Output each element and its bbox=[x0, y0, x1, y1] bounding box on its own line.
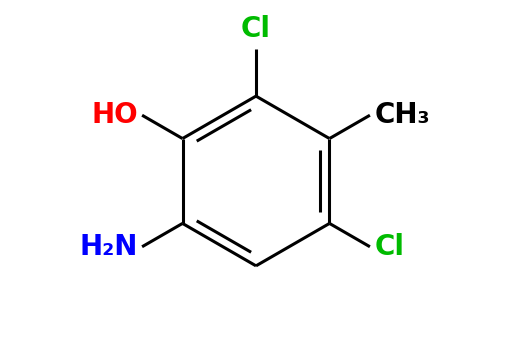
Text: HO: HO bbox=[91, 101, 138, 129]
Text: Cl: Cl bbox=[241, 15, 271, 43]
Text: CH₃: CH₃ bbox=[374, 101, 430, 129]
Text: Cl: Cl bbox=[374, 233, 404, 261]
Text: H₂N: H₂N bbox=[79, 233, 138, 261]
